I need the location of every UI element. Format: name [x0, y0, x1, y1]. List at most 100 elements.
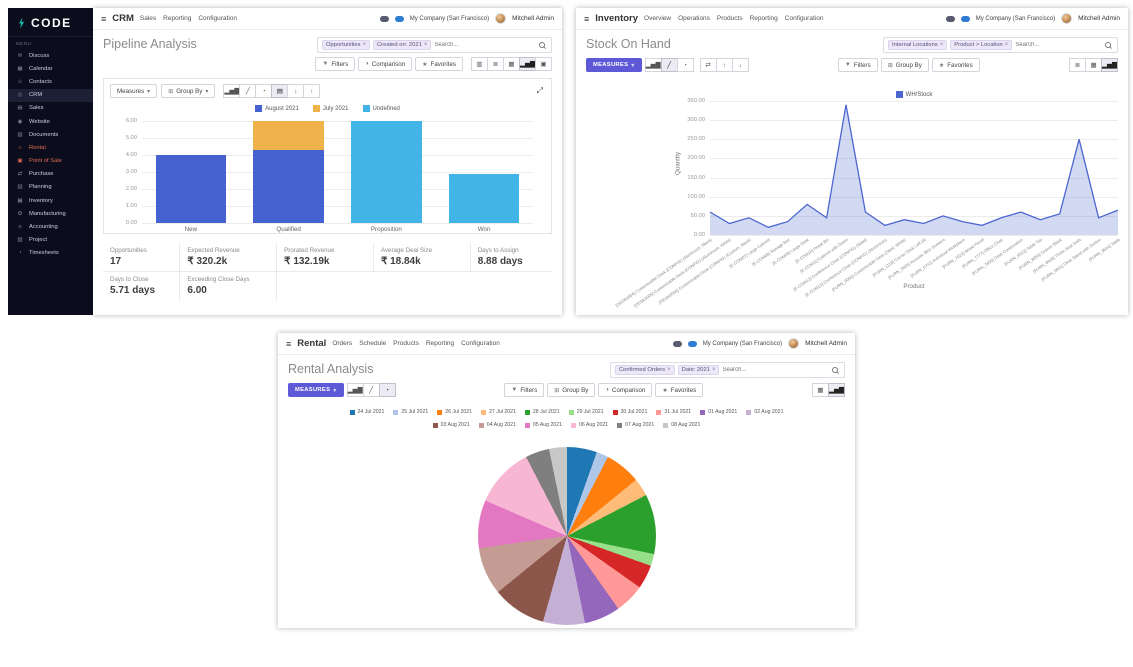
- facet-remove-icon[interactable]: ×: [711, 367, 716, 373]
- legend-item[interactable]: 05 Aug 2021: [524, 422, 562, 428]
- favorites-button[interactable]: ★ Favorites: [655, 383, 704, 397]
- pivot-icon[interactable]: ▦: [503, 57, 520, 71]
- menu-products[interactable]: Products: [393, 340, 419, 347]
- kanban-icon[interactable]: ▥: [471, 57, 488, 71]
- sidebar-item-manufacturing[interactable]: ⚙ Manufacturing: [8, 207, 93, 220]
- line-chart-icon[interactable]: ╱: [660, 58, 678, 72]
- user-name[interactable]: Mitchell Admin: [1078, 15, 1120, 22]
- sidebar-item-contacts[interactable]: ☺ Contacts: [8, 75, 93, 88]
- menu-operations[interactable]: Operations: [678, 15, 710, 22]
- facet-product-location[interactable]: Product > Location ×: [950, 40, 1013, 50]
- sidebar-item-discuss[interactable]: ✉ Discuss: [8, 49, 93, 62]
- legend-item[interactable]: 25 Jul 2021: [393, 409, 428, 415]
- favorites-button[interactable]: ★ Favorites: [931, 58, 980, 72]
- legend-item[interactable]: 27 Jul 2021: [481, 409, 516, 415]
- expand-icon[interactable]: ⤢: [536, 86, 543, 95]
- legend-item[interactable]: 03 Aug 2021: [432, 422, 470, 428]
- facet-remove-icon[interactable]: ×: [939, 42, 944, 48]
- bar-segment[interactable]: [155, 155, 227, 223]
- search-icon[interactable]: [539, 41, 546, 49]
- legend-item[interactable]: July 2021: [312, 105, 349, 112]
- legend-item[interactable]: 08 Aug 2021: [663, 422, 700, 428]
- pie-chart-icon[interactable]: ◔: [378, 383, 396, 397]
- avatar[interactable]: [788, 338, 800, 349]
- search-input[interactable]: [434, 42, 536, 48]
- search-input[interactable]: [722, 367, 829, 373]
- app-logo[interactable]: CODE: [8, 8, 93, 37]
- menu-orders[interactable]: Orders: [332, 340, 353, 347]
- bar-chart-icon[interactable]: ▂▅▇: [346, 383, 364, 397]
- pie-chart[interactable]: [478, 447, 656, 625]
- legend-item[interactable]: August 2021: [255, 105, 299, 112]
- activities-icon[interactable]: [394, 15, 404, 22]
- inventory-app-name[interactable]: Inventory: [595, 13, 639, 24]
- messages-icon[interactable]: [672, 340, 682, 347]
- facet-internal-locations[interactable]: Internal Locations ×: [888, 40, 948, 50]
- bar-segment[interactable]: [253, 121, 324, 150]
- messages-icon[interactable]: [379, 15, 389, 22]
- legend-item[interactable]: 06 Aug 2021: [571, 422, 608, 428]
- activities-icon[interactable]: [687, 340, 697, 347]
- facet-created-on-2021[interactable]: Created on: 2021 ×: [373, 40, 432, 50]
- sort-desc-icon[interactable]: ↓: [287, 84, 305, 98]
- user-name[interactable]: Mitchell Admin: [805, 340, 847, 347]
- sidebar-item-rental[interactable]: ⌂ Rental: [8, 141, 93, 154]
- legend-item[interactable]: 04 Aug 2021: [478, 422, 516, 428]
- bar-segment[interactable]: [351, 121, 422, 223]
- facet-remove-icon[interactable]: ×: [362, 42, 366, 48]
- sidebar-item-timesheets[interactable]: ◔ Timesheets: [8, 247, 93, 260]
- bar-segment[interactable]: [253, 149, 324, 223]
- comparison-button[interactable]: ◑ Comparison: [358, 57, 413, 71]
- menu-configuration[interactable]: Configuration: [784, 15, 824, 22]
- legend-item[interactable]: 29 Jul 2021: [568, 409, 604, 415]
- bar-chart-icon[interactable]: ▂▅▇: [223, 84, 241, 98]
- hamburger-icon[interactable]: ≡: [286, 338, 292, 349]
- menu-reporting[interactable]: Reporting: [425, 340, 455, 347]
- menu-overview[interactable]: Overview: [644, 15, 672, 22]
- bar-segment[interactable]: [448, 173, 520, 223]
- menu-products[interactable]: Products: [716, 15, 743, 22]
- facet-date-2021[interactable]: Date: 2021 ×: [677, 365, 720, 375]
- hamburger-icon[interactable]: ≡: [584, 13, 590, 24]
- search-bar[interactable]: Opportunities × Created on: 2021 ×: [317, 37, 552, 53]
- company-name[interactable]: My Company (San Francisco): [975, 15, 1056, 22]
- group-by-button[interactable]: ⊞ Group By: [880, 58, 929, 72]
- sidebar-item-accounting[interactable]: ≡ Accounting: [8, 220, 93, 233]
- legend-item[interactable]: Undefined: [362, 105, 400, 112]
- menu-reporting[interactable]: Reporting: [749, 15, 778, 22]
- line-chart-icon[interactable]: ╱: [239, 84, 257, 98]
- menu-configuration[interactable]: Configuration: [198, 15, 238, 22]
- graph-icon[interactable]: ▂▅▇: [828, 383, 845, 397]
- legend-item[interactable]: WH/Stock: [895, 91, 932, 98]
- pivot-icon[interactable]: ▦: [812, 383, 829, 397]
- company-name[interactable]: My Company (San Francisco): [702, 340, 783, 347]
- search-input[interactable]: [1015, 42, 1102, 48]
- facet-remove-icon[interactable]: ×: [1004, 42, 1009, 48]
- filters-button[interactable]: ▼ Filters: [837, 58, 878, 72]
- messages-icon[interactable]: [945, 15, 955, 22]
- menu-reporting[interactable]: Reporting: [163, 15, 192, 22]
- search-bar[interactable]: Internal Locations × Product > Location ×: [883, 37, 1118, 53]
- avatar[interactable]: [1061, 13, 1073, 24]
- pie-chart-icon[interactable]: ◔: [676, 58, 694, 72]
- filters-button[interactable]: ▼ Filters: [315, 57, 356, 71]
- sidebar-item-purchase[interactable]: ⇄ Purchase: [8, 168, 93, 181]
- facet-remove-icon[interactable]: ×: [423, 42, 428, 48]
- search-icon[interactable]: [1105, 41, 1112, 49]
- company-name[interactable]: My Company (San Francisco): [409, 15, 490, 22]
- pivot-icon[interactable]: ▦: [1085, 58, 1103, 72]
- measures-button[interactable]: MEASURES ▾: [586, 58, 642, 72]
- rental-app-name[interactable]: Rental: [297, 338, 327, 349]
- sidebar-item-project[interactable]: ▧ Project: [8, 234, 93, 247]
- sidebar-item-calendar[interactable]: ▦ Calendar: [8, 62, 93, 75]
- legend-item[interactable]: 24 Jul 2021: [349, 409, 384, 415]
- legend-item[interactable]: 30 Jul 2021: [612, 409, 647, 415]
- graph-icon[interactable]: ▂▅▇: [519, 57, 536, 71]
- legend-item[interactable]: 26 Jul 2021: [437, 409, 472, 415]
- search-bar[interactable]: Confirmed Orders × Date: 2021 ×: [610, 362, 845, 378]
- sidebar-item-website[interactable]: ◉ Website: [8, 115, 93, 128]
- stacked-icon[interactable]: ▤: [271, 84, 289, 98]
- legend-item[interactable]: 02 Aug 2021: [746, 409, 783, 415]
- sidebar-item-crm[interactable]: ◎ CRM: [8, 88, 93, 102]
- hamburger-icon[interactable]: ≡: [101, 13, 107, 24]
